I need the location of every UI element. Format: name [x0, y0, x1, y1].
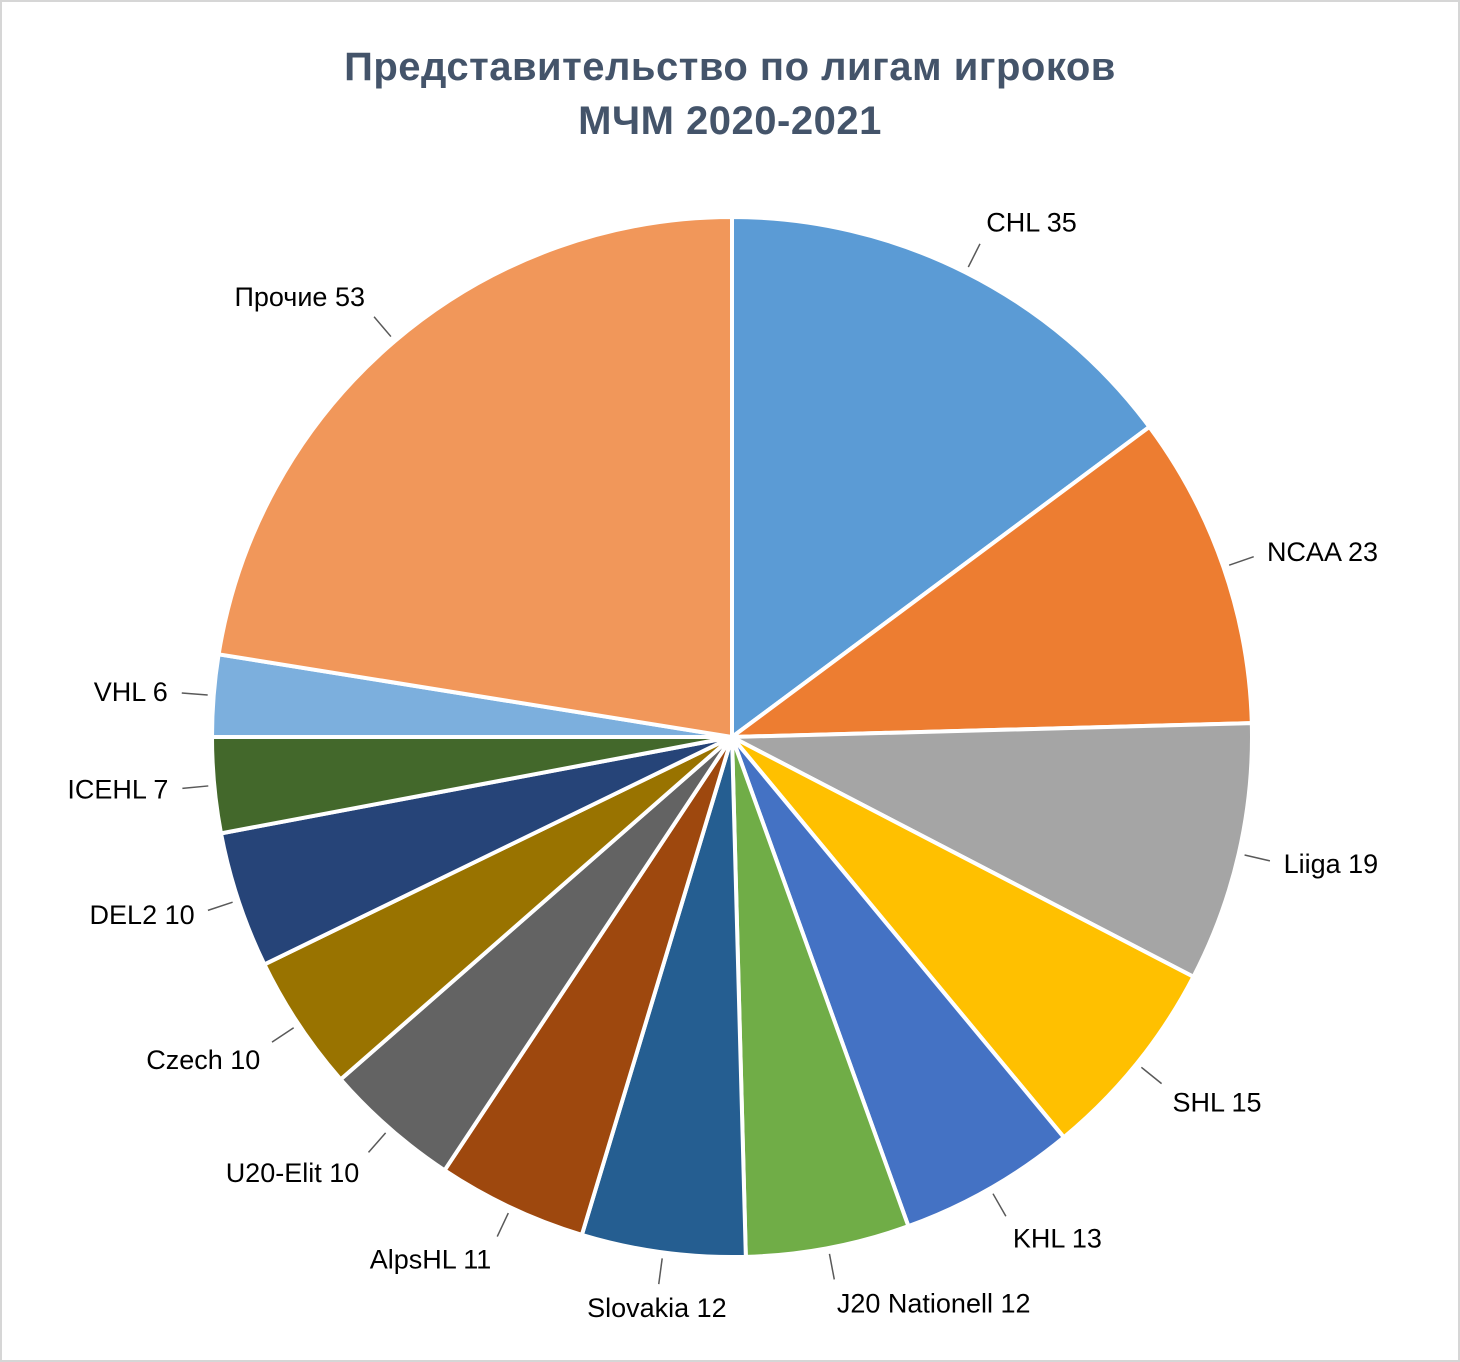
chart-title-line2: МЧМ 2020-2021	[578, 99, 882, 143]
leader-line-ncaa	[1228, 555, 1254, 566]
slice-label-icehl: ICEHL 7	[67, 775, 168, 805]
slice-label-slovakia: Slovakia 12	[587, 1293, 727, 1323]
leader-line-shl	[1140, 1066, 1163, 1085]
chart-title: Представительство по лигам игроков МЧМ 2…	[2, 40, 1458, 148]
slice-label-j20-nationell: J20 Nationell 12	[837, 1288, 1031, 1318]
pie-slice-прочие	[216, 215, 734, 739]
leader-line-slovakia	[657, 1258, 663, 1285]
leader-line-icehl	[182, 785, 209, 790]
pie-slice-shl	[730, 735, 1196, 1140]
leader-line-czech	[271, 1027, 295, 1043]
slice-label-khl: KHL 13	[1013, 1224, 1102, 1254]
pie-slice-j20-nationell	[730, 735, 911, 1259]
slice-label-liiga: Liiga 19	[1284, 849, 1379, 879]
pie-slice-alpshl	[442, 735, 734, 1237]
leader-line-khl	[992, 1193, 1007, 1217]
slice-label-chl: CHL 35	[986, 207, 1077, 237]
pie-slice-khl	[730, 735, 1066, 1229]
slice-label-del2: DEL2 10	[90, 900, 195, 930]
slice-label-u20-elit: U20-Elit 10	[226, 1158, 360, 1188]
slice-label-czech: Czech 10	[146, 1045, 260, 1075]
leader-line-прочие	[373, 316, 392, 338]
leader-line-chl	[967, 243, 981, 268]
slice-label-shl: SHL 15	[1173, 1088, 1262, 1118]
slice-label-alpshl: AlpsHL 11	[370, 1244, 492, 1274]
pie-slice-ncaa	[730, 424, 1254, 739]
pie-slice-liiga	[730, 721, 1254, 979]
leader-line-u20-elit	[367, 1132, 387, 1153]
leader-line-liiga	[1244, 854, 1271, 862]
leader-line-alpshl	[496, 1212, 509, 1237]
leader-line-j20-nationell	[828, 1253, 836, 1280]
slice-label-прочие: Прочие 53	[234, 282, 365, 312]
slice-label-ncaa: NCAA 23	[1267, 537, 1378, 567]
pie-slice-chl	[730, 215, 1152, 739]
slice-label-vhl: VHL 6	[94, 677, 168, 707]
chart-title-line1: Представительство по лигам игроков	[344, 45, 1116, 89]
leader-line-vhl	[181, 692, 208, 696]
pie-slice-slovakia	[579, 735, 748, 1259]
leader-line-del2	[207, 901, 233, 912]
